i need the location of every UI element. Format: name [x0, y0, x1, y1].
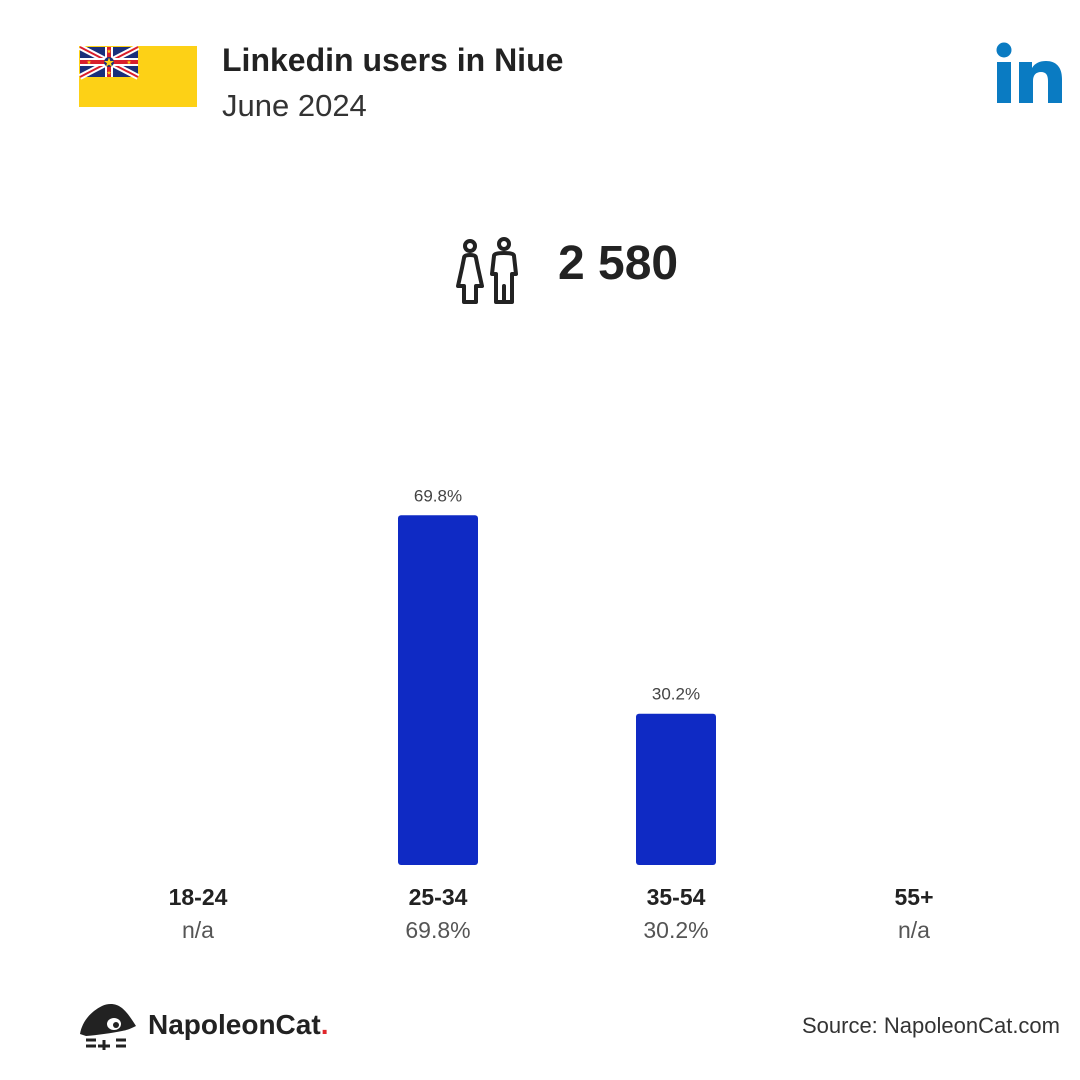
category-value-55+: n/a: [898, 917, 930, 943]
niue-flag-icon: [79, 46, 197, 107]
tick-label-55+: 55+: [894, 884, 934, 910]
bar-25-34: [398, 515, 478, 865]
total-users: 2 580: [558, 237, 679, 290]
data-label-25-34: 69.8%: [414, 486, 462, 505]
people-icon: [456, 237, 518, 304]
data-label-35-54: 30.2%: [652, 685, 700, 704]
tick-label-18-24: 18-24: [168, 884, 228, 910]
napoleoncat-logo-icon: [80, 1003, 136, 1050]
source-credit: Source: NapoleonCat.com: [801, 1013, 1060, 1038]
category-value-25-34: 69.8%: [405, 917, 471, 943]
category-value-18-24: n/a: [182, 917, 214, 943]
brand-name: NapoleonCat.: [148, 1009, 329, 1040]
bar-35-54: [636, 713, 716, 865]
page-title: Linkedin users in Niue: [222, 42, 564, 78]
tick-label-35-54: 35-54: [646, 884, 706, 910]
linkedin-logo-icon: [996, 42, 1062, 103]
tick-label-25-34: 25-34: [408, 884, 468, 910]
page-subtitle: June 2024: [222, 88, 367, 123]
category-value-35-54: 30.2%: [643, 917, 709, 943]
